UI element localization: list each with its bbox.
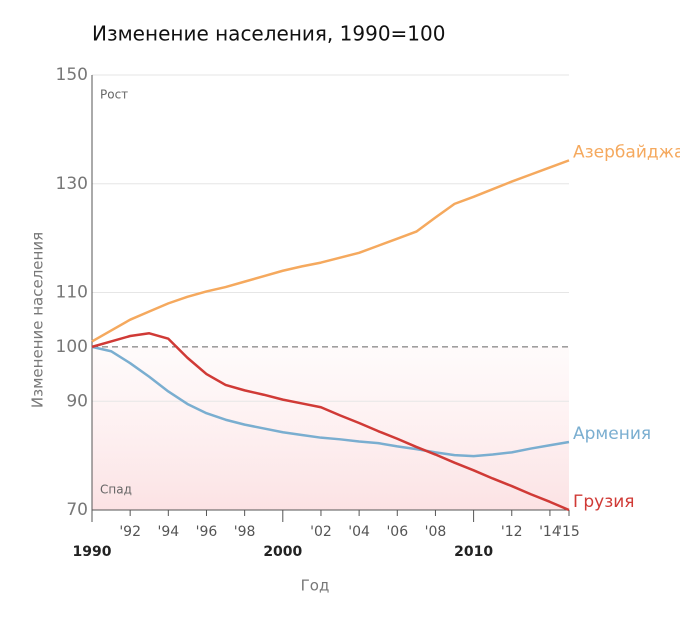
series-line — [91, 332, 570, 512]
y-tick-label: 150 — [56, 65, 88, 85]
annotation: Рост — [100, 88, 128, 102]
series-label: Грузия — [573, 492, 635, 512]
x-tick-label: '96 — [196, 524, 218, 540]
series-label: Азербайджан — [573, 142, 680, 162]
x-tick-label: '94 — [157, 524, 179, 540]
x-tick-label: '06 — [386, 524, 408, 540]
x-tick-label: '92 — [119, 524, 141, 540]
chart-title: Изменение населения, 1990=100 — [92, 22, 445, 46]
y-axis-label: Изменение населения — [29, 232, 47, 408]
y-tick-label: 110 — [56, 283, 88, 303]
y-tick-label: 70 — [66, 500, 88, 520]
x-tick-label: '04 — [348, 524, 370, 540]
annotation: Спад — [100, 483, 132, 497]
x-tick-label: '12 — [501, 524, 523, 540]
x-tick-label: '98 — [234, 524, 256, 540]
series-label: Армения — [573, 424, 651, 444]
x-tick-label: '15 — [558, 524, 580, 540]
x-tick-label: 1990 — [73, 544, 112, 560]
decline-zone — [92, 346, 569, 510]
series-line — [91, 159, 570, 343]
x-tick-label: '08 — [425, 524, 447, 540]
series-line — [91, 345, 570, 458]
x-axis-label: Год — [301, 577, 330, 595]
x-tick-label: 2000 — [263, 544, 302, 560]
x-tick-label: '14 — [539, 524, 561, 540]
y-tick-label: 90 — [66, 391, 88, 411]
y-tick-label: 100 — [56, 337, 88, 357]
y-tick-label: 130 — [56, 174, 88, 194]
x-tick-label: 2010 — [454, 544, 493, 560]
x-tick-label: '02 — [310, 524, 332, 540]
